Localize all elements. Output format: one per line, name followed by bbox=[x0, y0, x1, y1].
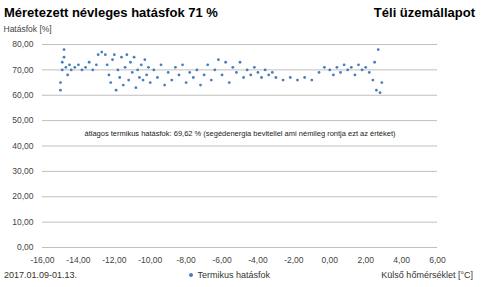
svg-text:-4,00: -4,00 bbox=[248, 255, 268, 265]
svg-text:-6,00: -6,00 bbox=[212, 255, 232, 265]
svg-text:4,00: 4,00 bbox=[393, 255, 410, 265]
svg-text:30,00: 30,00 bbox=[12, 166, 34, 176]
html-text:Külső hőmérséklet [°C]: Külső hőmérséklet [°C] bbox=[381, 270, 473, 280]
svg-text:2,00: 2,00 bbox=[357, 255, 374, 265]
html-text:Termikus hatásfok: Termikus hatásfok bbox=[197, 270, 270, 280]
html-text:2017.01.09-01.13.: 2017.01.09-01.13. bbox=[4, 270, 78, 280]
svg-text:-8,00: -8,00 bbox=[176, 255, 196, 265]
svg-text:50,00: 50,00 bbox=[12, 115, 34, 125]
html-text:Téli üzemállapot: Téli üzemállapot bbox=[373, 4, 475, 20]
svg-text:átlagos termikus hatásfok: 69,: átlagos termikus hatásfok: 69,62 % (segé… bbox=[85, 129, 396, 138]
svg-text:20,00: 20,00 bbox=[12, 191, 34, 201]
svg-text:10,00: 10,00 bbox=[12, 217, 34, 227]
svg-text:0,00: 0,00 bbox=[321, 255, 338, 265]
svg-text:70,00: 70,00 bbox=[12, 65, 34, 75]
svg-text:-14,00: -14,00 bbox=[66, 255, 90, 265]
svg-text:80,00: 80,00 bbox=[12, 39, 34, 49]
svg-text:Hatásfok [%]: Hatásfok [%] bbox=[4, 24, 52, 34]
svg-text:-2,00: -2,00 bbox=[284, 255, 304, 265]
svg-text:0,00: 0,00 bbox=[17, 242, 34, 252]
html-text:Méretezett névleges hatásfok 7: Méretezett névleges hatásfok 71 % bbox=[4, 4, 218, 20]
svg-text:6,00: 6,00 bbox=[429, 255, 446, 265]
svg-text:60,00: 60,00 bbox=[12, 90, 34, 100]
svg-text:-10,00: -10,00 bbox=[138, 255, 162, 265]
svg-text:-12,00: -12,00 bbox=[102, 255, 126, 265]
svg-text:-16,00: -16,00 bbox=[30, 255, 54, 265]
svg-text:40,00: 40,00 bbox=[12, 141, 34, 151]
